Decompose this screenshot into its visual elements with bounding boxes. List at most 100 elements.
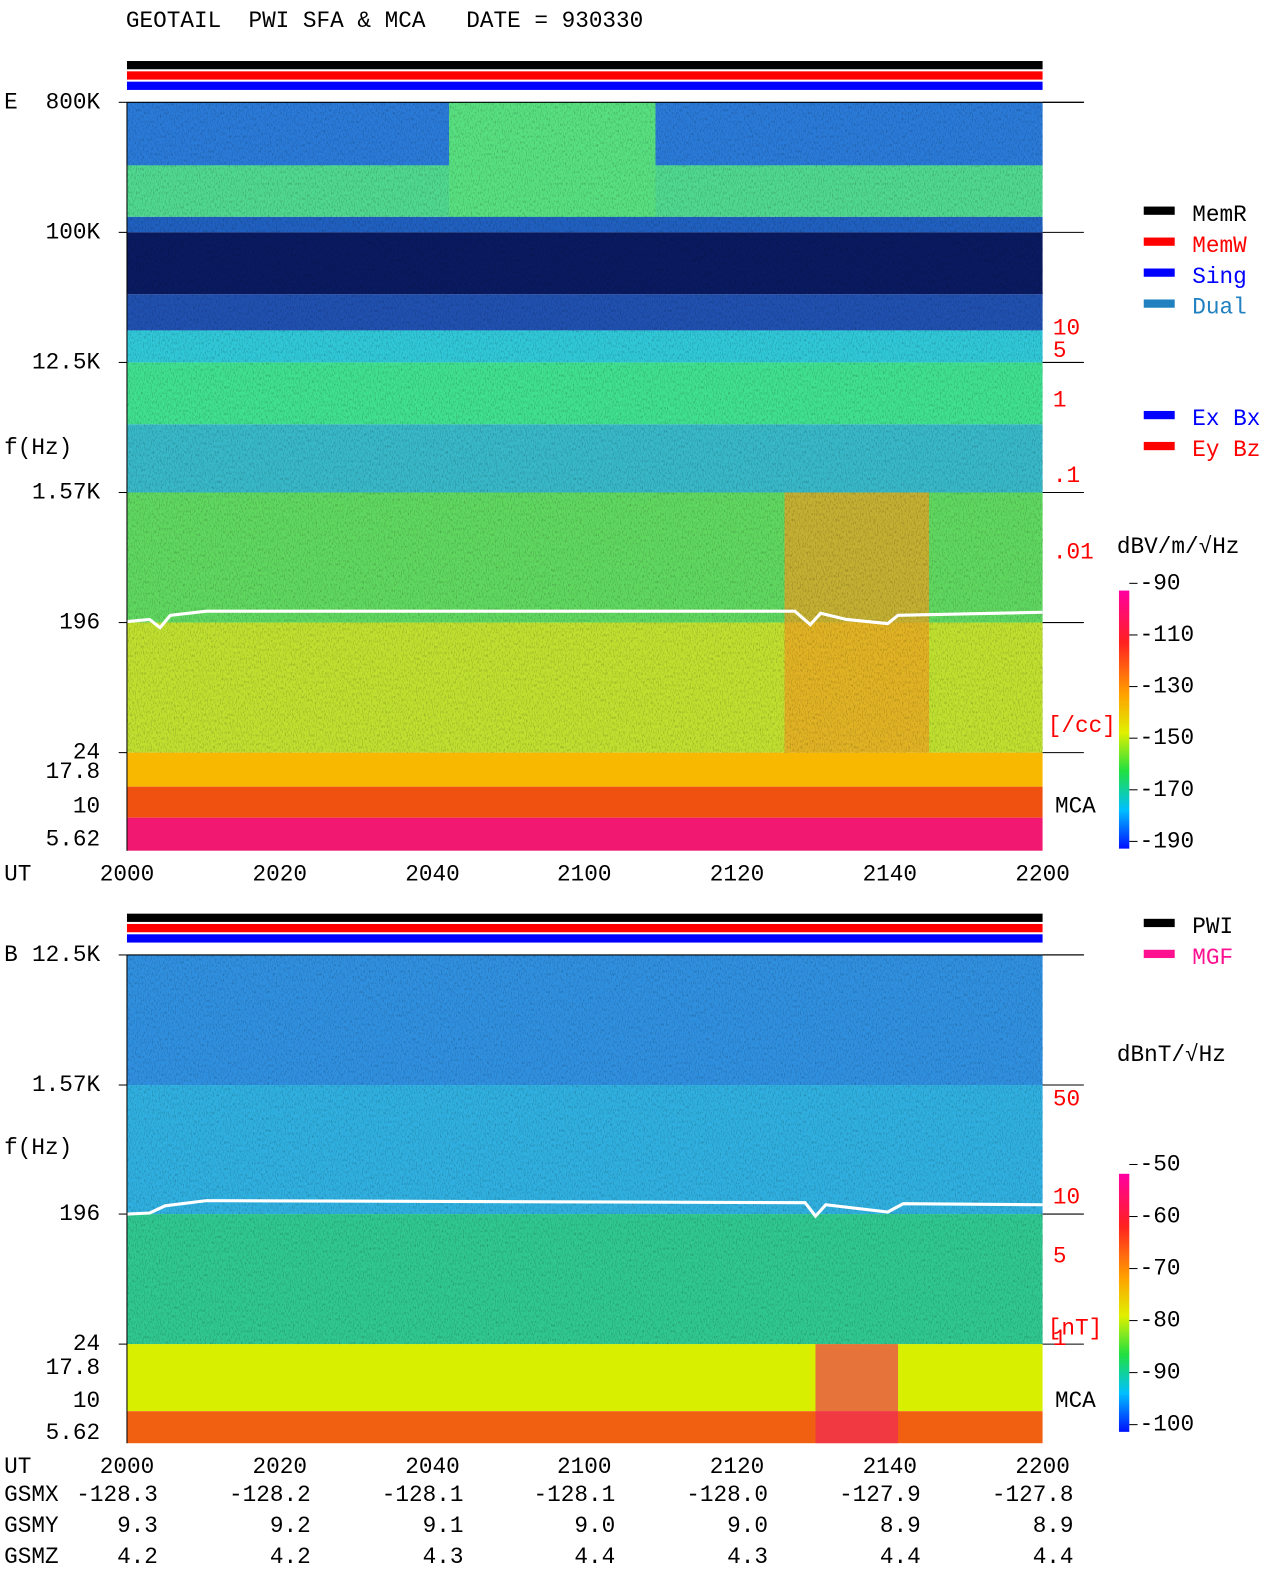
x-tick-label: 2120 [710, 861, 764, 887]
orbit-value: 9.2 [270, 1513, 311, 1539]
x-tick-label: 2040 [405, 861, 459, 887]
panel-label: B [4, 942, 18, 968]
y-tick-label: 800K [46, 89, 101, 115]
right-axis-label: 10 [1053, 1185, 1080, 1211]
orbit-value: 4.2 [117, 1544, 158, 1570]
orbit-value: -128.3 [76, 1482, 158, 1508]
y-tick-label: 24 [73, 740, 100, 766]
y-tick-label: 1.57K [32, 480, 100, 506]
legend-label: MemR [1192, 202, 1247, 228]
right-axis-label: 10 [1053, 315, 1080, 341]
x-axis-label: UT [4, 1454, 31, 1480]
x-tick-label: 2100 [557, 861, 611, 887]
spectrogram-e [126, 102, 1043, 851]
colorbar-tick-label: -50 [1140, 1152, 1181, 1178]
colorbar-tick-label: -60 [1140, 1204, 1181, 1230]
right-axis-label: 5 [1053, 338, 1067, 364]
right-axis-label: [/cc] [1048, 713, 1116, 739]
right-axis-label: .01 [1053, 539, 1094, 565]
orbit-value: -127.9 [839, 1482, 921, 1508]
orbit-value: 9.1 [423, 1513, 464, 1539]
colorbar-b [1118, 1173, 1130, 1432]
right-axis-label: .1 [1053, 463, 1080, 489]
panel-label: E [4, 89, 18, 115]
legend-label: MGF [1192, 945, 1233, 971]
x-tick-label: 2000 [100, 861, 154, 887]
legend-swatch [1143, 299, 1175, 308]
legend-swatch [1143, 410, 1175, 420]
legend-label: Ex Bx [1192, 406, 1260, 432]
y-tick-label: 5.62 [46, 826, 100, 852]
right-axis-label: 1 [1053, 1326, 1067, 1352]
colorbar-tick-label: -90 [1140, 1360, 1181, 1386]
orbit-value: 4.3 [727, 1544, 768, 1570]
y-tick-label: 24 [73, 1331, 100, 1357]
orbit-value: 4.4 [1033, 1544, 1074, 1570]
colorbar-tick-label: -90 [1140, 570, 1181, 596]
legend-swatch [1143, 441, 1175, 451]
y-tick-label: 196 [59, 1201, 100, 1227]
colorbar-tick-label: -100 [1140, 1412, 1194, 1438]
spectrogram-b [126, 954, 1043, 1444]
orbit-row-name: GSMY [4, 1513, 59, 1539]
legend-label: Dual [1192, 295, 1246, 321]
legend-swatch [1143, 206, 1175, 215]
x-tick-label: 2200 [1015, 1454, 1069, 1480]
orbit-value: 8.9 [1033, 1513, 1074, 1539]
x-tick-label: 2040 [405, 1454, 459, 1480]
y-tick-label: 1.57K [32, 1072, 100, 1098]
x-tick-label: 2020 [253, 1454, 307, 1480]
orbit-row-name: GSMX [4, 1482, 59, 1508]
x-tick-label: 2200 [1015, 861, 1069, 887]
legend-swatch [1143, 918, 1175, 928]
colorbar-unit: dBnT/√Hz [1117, 1042, 1226, 1068]
y-tick-label: 10 [73, 793, 100, 819]
y-tick-label: 196 [59, 610, 100, 636]
y-tick-label: 17.8 [46, 1355, 100, 1381]
colorbar-e [1118, 590, 1130, 849]
y-axis-label: f(Hz) [4, 1135, 72, 1161]
colorbar-tick-label: -110 [1140, 622, 1194, 648]
x-axis-label: UT [4, 861, 31, 887]
right-axis-label: 1 [1053, 388, 1067, 414]
orbit-value: 4.3 [423, 1544, 464, 1570]
colorbar-tick-label: -150 [1140, 725, 1194, 751]
colorbar-tick-label: -80 [1140, 1308, 1181, 1334]
orbit-value: -128.2 [229, 1482, 311, 1508]
title: GEOTAIL PWI SFA & MCA DATE = 930330 [126, 8, 643, 34]
colorbar-tick-label: -130 [1140, 674, 1194, 700]
x-tick-label: 2020 [253, 861, 307, 887]
mca-label: MCA [1055, 793, 1096, 819]
orbit-value: -127.8 [992, 1482, 1074, 1508]
orbit-value: 8.9 [880, 1513, 921, 1539]
x-tick-label: 2140 [863, 1454, 917, 1480]
y-tick-label: 12.5K [32, 349, 100, 375]
colorbar-tick-label: -70 [1140, 1256, 1181, 1282]
right-axis-label: 5 [1053, 1243, 1067, 1269]
orbit-value: 4.4 [574, 1544, 615, 1570]
orbit-value: -128.1 [534, 1482, 616, 1508]
legend-label: Sing [1192, 264, 1246, 290]
colorbar-tick-label: -170 [1140, 777, 1194, 803]
legend-label: Ey Bz [1192, 437, 1260, 463]
legend-label: PWI [1192, 914, 1233, 940]
orbit-value: 4.4 [880, 1544, 921, 1570]
y-tick-label: 10 [73, 1388, 100, 1414]
x-tick-label: 2100 [557, 1454, 611, 1480]
orbit-value: 9.0 [574, 1513, 615, 1539]
right-axis-label: 50 [1053, 1086, 1080, 1112]
x-tick-label: 2140 [863, 861, 917, 887]
legend-swatch [1143, 237, 1175, 246]
orbit-value: 9.3 [117, 1513, 158, 1539]
y-tick-label: 5.62 [46, 1420, 100, 1446]
status-bars [126, 61, 1043, 943]
y-tick-label: 100K [46, 219, 101, 245]
y-tick-label: 12.5K [32, 942, 100, 968]
mca-label: MCA [1055, 1388, 1096, 1414]
orbit-row-name: GSMZ [4, 1544, 58, 1570]
orbit-value: -128.0 [686, 1482, 768, 1508]
y-axis-label: f(Hz) [4, 435, 72, 461]
orbit-value: 4.2 [270, 1544, 311, 1570]
colorbar-tick-label: -190 [1140, 828, 1194, 854]
